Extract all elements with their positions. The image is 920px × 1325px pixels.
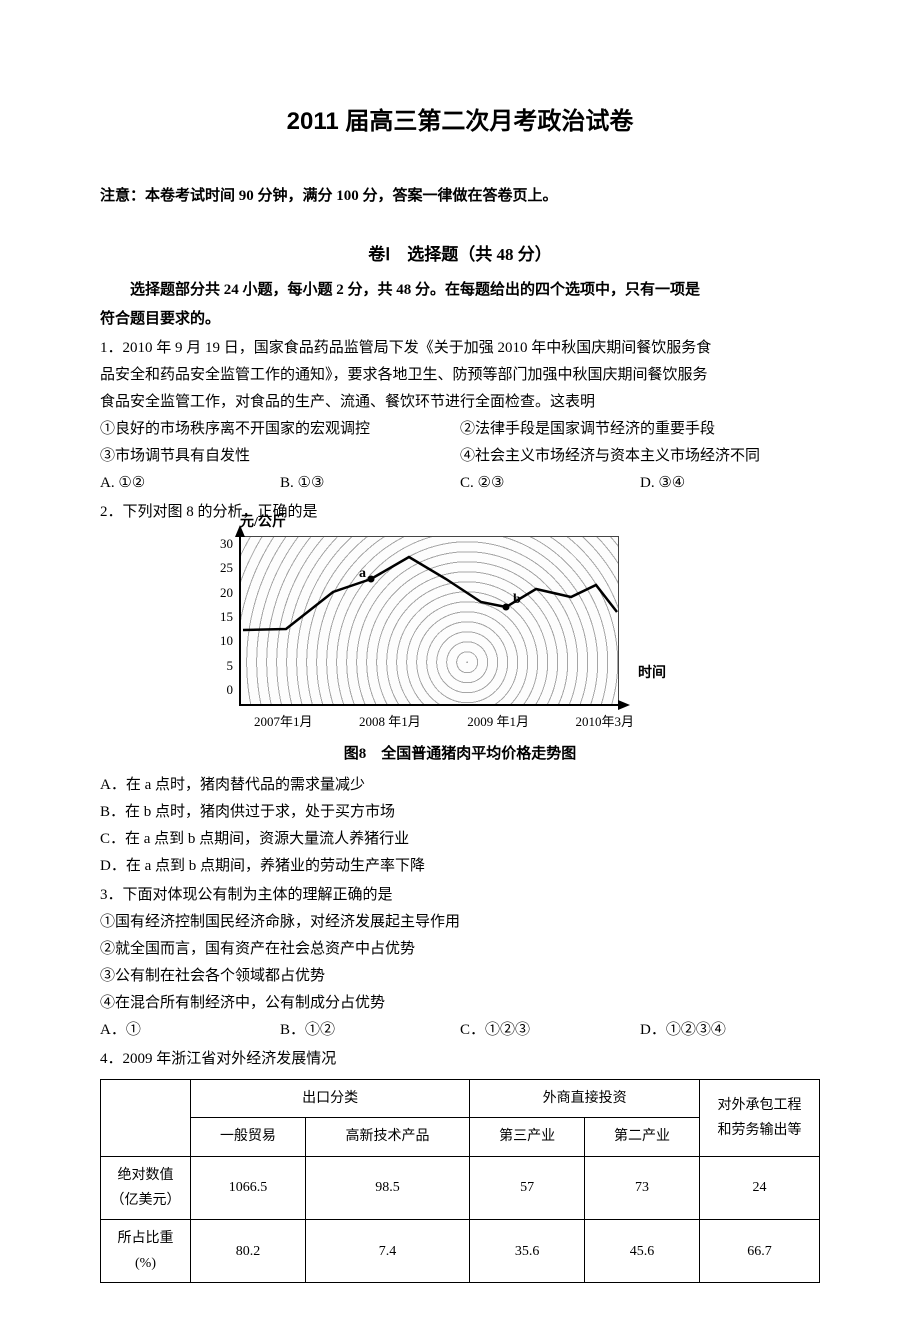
- xtick: 2008 年1月: [359, 710, 421, 733]
- q2-stem: 2．下列对图 8 的分析，正确的是: [100, 499, 820, 526]
- th-fdi: 外商直接投资: [470, 1080, 700, 1118]
- q3-stem: 3．下面对体现公有制为主体的理解正确的是: [100, 882, 820, 909]
- chart-plot-area: a b 时间: [239, 536, 619, 706]
- q3-stmt1: ①国有经济控制国民经济命脉，对经济发展起主导作用: [100, 909, 820, 936]
- chart-yticks: 30 25 20 15 10 5 0: [220, 532, 239, 702]
- exam-notice: 注意：本卷考试时间 90 分钟，满分 100 分，答案一律做在答卷页上。: [100, 183, 820, 210]
- section1-header: 卷Ⅰ 选择题（共 48 分）: [100, 240, 820, 271]
- th-contract-l1: 对外承包工程: [718, 1098, 802, 1113]
- q1-opt-d: D. ③④: [640, 470, 820, 497]
- q3-opt-a: A．①: [100, 1017, 280, 1044]
- table-row: 所占比重 (%) 80.2 7.4 35.6 45.6 66.7: [101, 1219, 820, 1282]
- q2-opt-c: C．在 a 点到 b 点期间，资源大量流人养猪行业: [100, 826, 820, 853]
- q1-stmt3: ③市场调节具有自发性: [100, 443, 460, 470]
- q3-opt-b: B．①②: [280, 1017, 460, 1044]
- q1-opt-b: B. ①③: [280, 470, 460, 497]
- cell: 7.4: [305, 1219, 469, 1282]
- chart-xaxis-label: 时间: [638, 661, 666, 686]
- xtick: 2009 年1月: [467, 710, 529, 733]
- ytick: 20: [220, 581, 233, 604]
- q3-stmt3: ③公有制在社会各个领域都占优势: [100, 963, 820, 990]
- q4-table: 出口分类 外商直接投资 对外承包工程 和劳务输出等 一般贸易 高新技术产品 第三…: [100, 1079, 820, 1283]
- q3-stmt2: ②就全国而言，国有资产在社会总资产中占优势: [100, 936, 820, 963]
- cell: 80.2: [191, 1219, 306, 1282]
- ytick: 10: [220, 629, 233, 652]
- xtick: 2010年3月: [575, 710, 634, 733]
- cell: 24: [700, 1156, 820, 1219]
- chart-line-svg: [241, 537, 621, 707]
- th-sub3: 第三产业: [470, 1118, 585, 1156]
- exam-title: 2011 届高三第二次月考政治试卷: [100, 100, 820, 143]
- cell: 98.5: [305, 1156, 469, 1219]
- q3-opt-c: C．①②③: [460, 1017, 640, 1044]
- xtick: 2007年1月: [254, 710, 313, 733]
- cell: 45.6: [585, 1219, 700, 1282]
- row2-hd-l2: (%): [135, 1256, 156, 1271]
- ytick: 30: [220, 532, 233, 555]
- th-contract-l2: 和劳务输出等: [718, 1123, 802, 1138]
- question-1: 1．2010 年 9 月 19 日，国家食品药品监管局下发《关于加强 2010 …: [100, 335, 820, 497]
- section1-instr-l2: 符合题目要求的。: [100, 306, 820, 333]
- cell: 66.7: [700, 1219, 820, 1282]
- q3-stmt4: ④在混合所有制经济中，公有制成分占优势: [100, 990, 820, 1017]
- q1-line1: 1．2010 年 9 月 19 日，国家食品药品监管局下发《关于加强 2010 …: [100, 335, 820, 362]
- cell: 1066.5: [191, 1156, 306, 1219]
- chart-figure8: 元/公斤 30 25 20 15 10 5 0 a b: [220, 532, 700, 733]
- q3-opt-d: D．①②③④: [640, 1017, 820, 1044]
- ytick: 5: [227, 654, 234, 677]
- chart-point-b-label: b: [513, 587, 521, 612]
- chart-caption: 图8 全国普通猪肉平均价格走势图: [100, 741, 820, 768]
- row1-header: 绝对数值 （亿美元）: [101, 1156, 191, 1219]
- q4-stem: 4．2009 年浙江省对外经济发展情况: [100, 1046, 820, 1073]
- chart-yaxis-label: 元/公斤: [240, 510, 286, 535]
- row1-hd-l1: 绝对数值: [118, 1168, 174, 1183]
- chart-xticks: 2007年1月 2008 年1月 2009 年1月 2010年3月: [254, 710, 634, 733]
- th-sub1: 一般贸易: [191, 1118, 306, 1156]
- q1-opt-a: A. ①②: [100, 470, 280, 497]
- q1-stmt4: ④社会主义市场经济与资本主义市场经济不同: [460, 443, 820, 470]
- row2-header: 所占比重 (%): [101, 1219, 191, 1282]
- q1-options: A. ①② B. ①③ C. ②③ D. ③④: [100, 470, 820, 497]
- row1-hd-l2: （亿美元）: [111, 1193, 181, 1208]
- cell: 57: [470, 1156, 585, 1219]
- q1-opt-c: C. ②③: [460, 470, 640, 497]
- th-export: 出口分类: [191, 1080, 470, 1118]
- q2-opt-b: B．在 b 点时，猪肉供过于求，处于买方市场: [100, 799, 820, 826]
- question-4: 4．2009 年浙江省对外经济发展情况 出口分类 外商直接投资 对外承包工程 和…: [100, 1046, 820, 1283]
- th-sub4: 第二产业: [585, 1118, 700, 1156]
- question-2: 2．下列对图 8 的分析，正确的是 元/公斤 30 25 20 15 10 5 …: [100, 499, 820, 880]
- ytick: 0: [227, 678, 234, 701]
- chart-point-a-label: a: [359, 561, 366, 586]
- cell: 73: [585, 1156, 700, 1219]
- th-sub2: 高新技术产品: [305, 1118, 469, 1156]
- ytick: 15: [220, 605, 233, 628]
- q1-stmt2: ②法律手段是国家调节经济的重要手段: [460, 416, 820, 443]
- q1-stmt1: ①良好的市场秩序离不开国家的宏观调控: [100, 416, 460, 443]
- q1-line2: 品安全和药品安全监管工作的通知》，要求各地卫生、防预等部门加强中秋国庆期间餐饮服…: [100, 362, 820, 389]
- ytick: 25: [220, 556, 233, 579]
- cell: 35.6: [470, 1219, 585, 1282]
- table-row: 出口分类 外商直接投资 对外承包工程 和劳务输出等: [101, 1080, 820, 1118]
- section1-instr-l1: 选择题部分共 24 小题，每小题 2 分，共 48 分。在每题给出的四个选项中，…: [100, 277, 820, 304]
- q1-line3: 食品安全监管工作，对食品的生产、流通、餐饮环节进行全面检查。这表明: [100, 389, 820, 416]
- y-axis-arrow-icon: [235, 525, 245, 537]
- q3-options: A．① B．①② C．①②③ D．①②③④: [100, 1017, 820, 1044]
- row2-hd-l1: 所占比重: [118, 1231, 174, 1246]
- q2-opt-a: A．在 a 点时，猪肉替代品的需求量减少: [100, 772, 820, 799]
- question-3: 3．下面对体现公有制为主体的理解正确的是 ①国有经济控制国民经济命脉，对经济发展…: [100, 882, 820, 1044]
- q2-opt-d: D．在 a 点到 b 点期间，养猪业的劳动生产率下降: [100, 853, 820, 880]
- table-row: 绝对数值 （亿美元） 1066.5 98.5 57 73 24: [101, 1156, 820, 1219]
- th-contract: 对外承包工程 和劳务输出等: [700, 1080, 820, 1156]
